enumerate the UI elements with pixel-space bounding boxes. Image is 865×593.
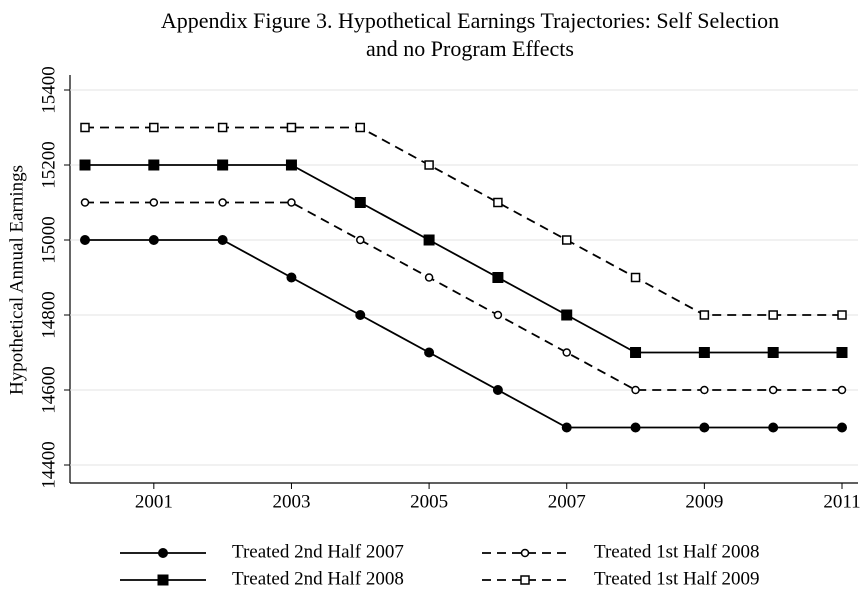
x-tick-label: 2007 <box>548 491 586 512</box>
marker <box>287 198 296 207</box>
marker <box>286 272 297 283</box>
marker <box>148 235 159 245</box>
marker <box>492 385 503 395</box>
marker <box>630 272 641 283</box>
marker <box>837 422 847 433</box>
chart-title: and no Program Effects <box>366 36 574 61</box>
series-line <box>85 201 842 391</box>
marker <box>698 347 710 358</box>
marker <box>80 122 90 133</box>
chart-title: Appendix Figure 3. Hypothetical Earnings… <box>161 8 779 33</box>
marker <box>217 235 228 245</box>
marker <box>767 347 779 358</box>
marker <box>562 348 571 357</box>
marker <box>355 310 366 320</box>
x-tick-label: 2001 <box>135 491 173 512</box>
marker <box>423 234 435 246</box>
marker <box>768 385 778 395</box>
marker <box>354 197 366 208</box>
y-axis-label: Hypothetical Annual Earnings <box>6 165 27 395</box>
marker <box>148 159 160 171</box>
y-tick-label: 14800 <box>38 291 59 339</box>
legend-label: Treated 2nd Half 2008 <box>232 568 404 589</box>
marker <box>149 122 159 133</box>
marker <box>561 422 572 433</box>
marker <box>837 310 847 320</box>
legend-marker <box>520 548 530 558</box>
legend-marker <box>157 574 169 586</box>
marker <box>79 159 91 171</box>
marker <box>217 122 228 133</box>
marker <box>80 198 90 207</box>
marker <box>217 159 229 171</box>
series-line <box>85 164 842 354</box>
legend-marker <box>158 548 168 558</box>
marker <box>630 422 641 433</box>
marker <box>836 347 848 358</box>
legend-label: Treated 1st Half 2009 <box>594 568 760 589</box>
marker <box>424 273 434 282</box>
marker <box>631 385 640 395</box>
legend-label: Treated 2nd Half 2007 <box>232 541 404 562</box>
marker <box>699 422 710 433</box>
legend-marker <box>520 575 530 585</box>
marker <box>149 198 159 207</box>
marker <box>355 122 366 133</box>
y-tick-label: 15200 <box>38 141 59 189</box>
x-tick-label: 2005 <box>410 491 448 512</box>
marker <box>424 160 434 170</box>
marker <box>424 347 435 358</box>
marker <box>837 385 847 395</box>
marker <box>285 159 297 171</box>
y-tick-label: 15000 <box>38 216 59 264</box>
marker <box>561 309 573 321</box>
y-tick-label: 14600 <box>38 366 59 414</box>
marker <box>356 235 365 245</box>
marker <box>286 122 297 133</box>
marker <box>493 197 503 208</box>
y-tick-label: 15400 <box>38 66 59 114</box>
series-line <box>85 239 842 429</box>
marker <box>630 347 642 358</box>
marker <box>493 310 503 320</box>
marker <box>80 235 90 245</box>
marker <box>218 198 227 207</box>
x-tick-label: 2009 <box>685 491 723 512</box>
x-tick-label: 2003 <box>272 491 310 512</box>
series-line <box>85 126 842 316</box>
y-tick-label: 14400 <box>38 441 59 489</box>
marker <box>561 235 572 245</box>
marker <box>768 422 779 433</box>
marker <box>699 310 710 320</box>
marker <box>768 310 778 320</box>
marker <box>492 272 504 283</box>
legend-label: Treated 1st Half 2008 <box>594 541 760 562</box>
marker <box>700 385 709 395</box>
x-tick-label: 2011 <box>823 491 860 512</box>
